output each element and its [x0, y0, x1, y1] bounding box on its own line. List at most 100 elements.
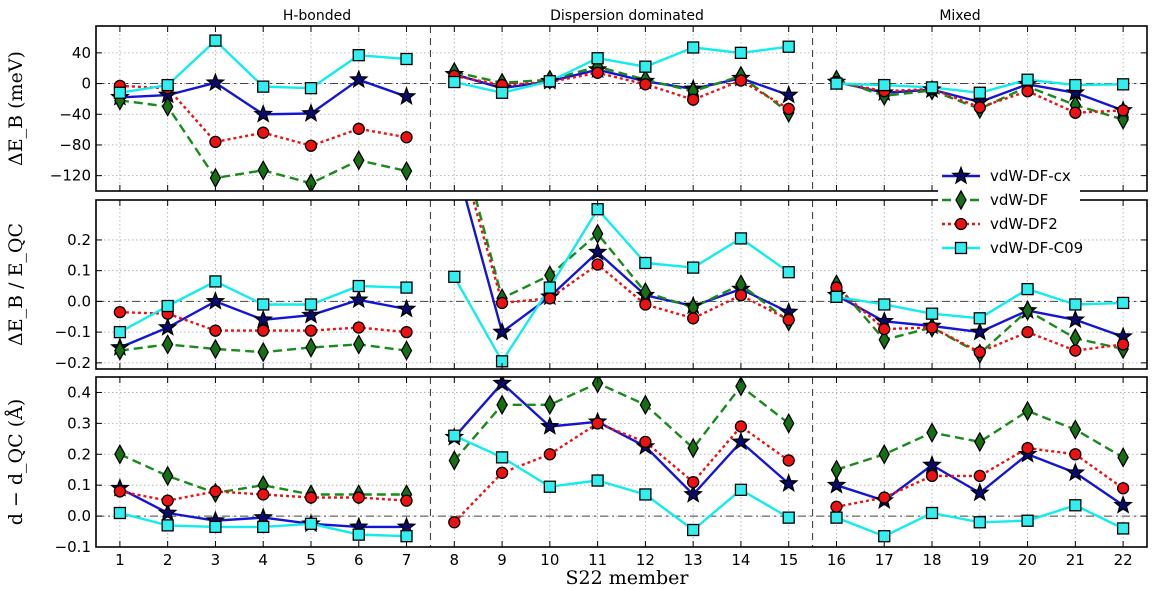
point-vdw-df-c09 [639, 256, 652, 270]
panel-frame [95, 376, 1148, 548]
point-vdw-df-c09 [1069, 298, 1082, 311]
point-vdw-df2 [257, 126, 270, 139]
point-vdw-df-c09 [1021, 73, 1034, 86]
point-vdw-df-c09 [591, 474, 604, 487]
labels-layer: H-bonded Dispersion dominated Mixed S22 … [5, 8, 1133, 589]
y-tick-label: −0.2 [55, 354, 91, 372]
point-vdw-df-c09 [639, 488, 652, 501]
legend-marker [954, 241, 968, 255]
point-vdw-df-cx [253, 103, 274, 123]
x-tick-label: 6 [354, 551, 364, 569]
panel-2: −0.2 −0.1 0.0 0.1 0.2 [55, 199, 1148, 372]
x-tick-label: 9 [497, 551, 507, 569]
point-vdw-df [974, 431, 986, 453]
point-vdw-df-cx [683, 484, 703, 503]
point-vdw-df2 [209, 485, 222, 498]
point-vdw-df [353, 149, 365, 171]
point-vdw-df-c09 [113, 325, 127, 339]
legend-label: vdW-DF-C09 [990, 239, 1083, 257]
point-vdw-df [1117, 447, 1129, 468]
point-vdw-df2 [782, 102, 795, 116]
x-tick-label: 12 [636, 551, 655, 569]
point-vdw-df2 [543, 292, 556, 305]
y-tick-label: −120 [50, 167, 91, 185]
point-vdw-df-c09 [257, 298, 270, 311]
legend-label: vdW-DF-cx [990, 167, 1071, 185]
legend-marker [951, 165, 971, 185]
point-vdw-df2 [209, 324, 222, 337]
point-vdw-df [830, 459, 843, 481]
point-vdw-df2 [113, 306, 127, 319]
point-vdw-df2 [973, 101, 986, 114]
point-vdw-df-c09 [1021, 514, 1034, 527]
point-vdw-df-c09 [1116, 522, 1130, 535]
point-vdw-df-c09 [448, 429, 461, 442]
point-vdw-df2 [687, 312, 700, 325]
point-vdw-df-cx [253, 309, 274, 329]
point-vdw-df2 [782, 454, 795, 467]
y-tick-label: −40 [59, 105, 91, 123]
point-vdw-df2 [495, 296, 509, 310]
point-vdw-df-cx [492, 321, 512, 341]
point-vdw-df [1069, 419, 1082, 440]
point-vdw-df-c09 [1116, 78, 1130, 91]
section-label-mixed: Mixed [939, 8, 980, 24]
point-vdw-df-c09 [400, 530, 413, 543]
point-vdw-df2 [1116, 104, 1130, 117]
point-vdw-df2 [400, 131, 413, 144]
legend-label: vdW-DF2 [990, 215, 1058, 233]
point-vdw-df-c09 [543, 281, 556, 294]
point-vdw-df-c09 [925, 307, 939, 320]
point-vdw-df [591, 377, 604, 394]
series-line-vdw-df [454, 65, 790, 114]
point-vdw-df [1021, 300, 1034, 321]
point-vdw-df2 [734, 289, 748, 302]
point-vdw-df-c09 [209, 520, 222, 534]
point-vdw-df-cx [826, 474, 847, 494]
point-vdw-df [878, 329, 890, 351]
point-vdw-df2 [1069, 106, 1082, 119]
x-tick-label: 2 [163, 551, 173, 569]
point-vdw-df2 [1069, 448, 1082, 461]
point-vdw-df-cx [492, 377, 512, 392]
x-tick-label: 20 [1018, 551, 1037, 569]
x-tick-label: 15 [779, 551, 798, 569]
point-vdw-df-c09 [304, 82, 318, 95]
point-vdw-df2 [400, 494, 413, 507]
series-group [110, 200, 1133, 368]
y-tick-label: 0.1 [67, 262, 91, 280]
point-vdw-df [926, 422, 938, 443]
point-vdw-df2 [639, 78, 652, 91]
x-tick-label: 3 [211, 551, 221, 569]
point-vdw-df-c09 [113, 506, 127, 520]
point-vdw-df [161, 334, 174, 355]
x-tick-label: 5 [306, 551, 316, 569]
point-vdw-df [353, 334, 365, 355]
section-label-dispersion: Dispersion dominated [550, 8, 704, 24]
point-vdw-df [782, 413, 795, 434]
point-vdw-df2 [209, 135, 222, 149]
point-vdw-df2 [925, 469, 939, 483]
point-vdw-df2 [113, 485, 127, 498]
point-vdw-df2 [1116, 482, 1130, 495]
point-vdw-df2 [352, 122, 365, 135]
point-vdw-df-c09 [209, 275, 222, 288]
point-vdw-df-c09 [687, 261, 700, 274]
point-vdw-df [496, 394, 508, 416]
point-vdw-df-c09 [830, 77, 843, 90]
y-tick-label: −0.1 [55, 538, 91, 556]
point-vdw-df-cx [778, 84, 799, 104]
point-vdw-df-c09 [1116, 296, 1130, 310]
point-vdw-df2 [543, 448, 556, 461]
point-vdw-df-c09 [687, 523, 700, 537]
point-vdw-df2 [400, 325, 413, 339]
point-vdw-df2 [878, 322, 891, 336]
y-tick-label: 0.0 [67, 292, 91, 310]
series-line-vdw-df [453, 382, 790, 462]
point-vdw-df-c09 [782, 40, 795, 53]
point-vdw-df-c09 [1069, 78, 1082, 92]
point-vdw-df-c09 [734, 46, 748, 60]
point-vdw-df-cx [348, 289, 369, 309]
point-vdw-df [639, 394, 652, 416]
x-tick-label: 21 [1066, 551, 1085, 569]
